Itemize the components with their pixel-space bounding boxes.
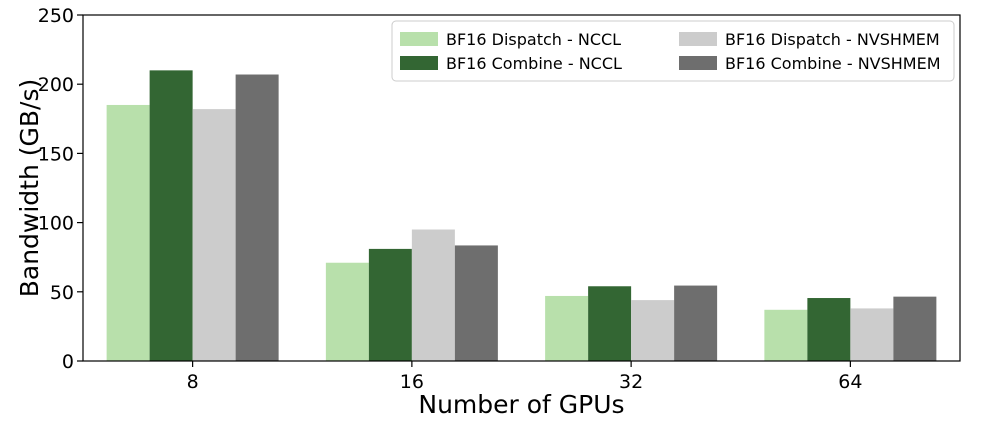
y-tick-label: 150: [38, 143, 74, 165]
y-axis-ticks: 0 50 100 150 200 250: [38, 5, 83, 373]
bar-bf16-combine-nvshmem-64: [893, 296, 937, 361]
legend-swatch-bf16-combine-nccl: [400, 56, 438, 70]
bar-bf16-combine-nccl-8: [149, 70, 193, 362]
bar-bf16-dispatch-nccl-16: [325, 262, 369, 361]
x-tick-label: 16: [400, 371, 424, 393]
bars-group: [106, 70, 937, 362]
bar-bf16-combine-nccl-16: [368, 248, 412, 361]
bar-bf16-dispatch-nvshmem-32: [631, 300, 675, 361]
legend-label-bf16-dispatch-nccl: BF16 Dispatch - NCCL: [446, 30, 621, 49]
x-axis-title: Number of GPUs: [418, 390, 624, 419]
y-tick-label: 50: [50, 282, 74, 304]
bar-bf16-dispatch-nccl-32: [545, 295, 589, 361]
bar-bf16-combine-nvshmem-32: [674, 285, 718, 361]
x-tick-label: 8: [187, 371, 199, 393]
bar-bf16-combine-nvshmem-8: [235, 74, 279, 362]
plot-frame: [82, 14, 961, 362]
y-axis-title: Bandwidth (GB/s): [15, 79, 44, 298]
legend-label-bf16-combine-nccl: BF16 Combine - NCCL: [446, 54, 622, 73]
bar-bf16-dispatch-nvshmem-8: [192, 109, 236, 361]
x-tick-label: 64: [838, 371, 862, 393]
bar-bf16-dispatch-nccl-64: [764, 309, 808, 361]
x-axis-ticks: 8 16 32 64: [187, 361, 862, 393]
legend-swatch-bf16-dispatch-nvshmem: [679, 32, 717, 46]
legend-label-bf16-dispatch-nvshmem: BF16 Dispatch - NVSHMEM: [725, 30, 940, 49]
y-tick-label: 200: [38, 74, 74, 96]
bar-bf16-dispatch-nvshmem-64: [850, 308, 894, 361]
bar-bf16-combine-nvshmem-16: [454, 245, 498, 361]
bar-bf16-combine-nccl-32: [588, 286, 632, 361]
legend-box: [391, 20, 955, 82]
bar-bf16-dispatch-nvshmem-16: [411, 229, 455, 361]
legend: BF16 Dispatch - NCCL BF16 Combine - NCCL B…: [391, 20, 955, 82]
x-tick-label: 32: [619, 371, 643, 393]
legend-label-bf16-combine-nvshmem: BF16 Combine - NVSHMEM: [725, 54, 941, 73]
y-tick-label: 100: [38, 213, 74, 235]
y-tick-label: 250: [38, 5, 74, 27]
bar-bf16-combine-nccl-64: [807, 298, 851, 361]
bar-bf16-dispatch-nccl-8: [106, 104, 150, 362]
legend-swatch-bf16-dispatch-nccl: [400, 32, 438, 46]
legend-swatch-bf16-combine-nvshmem: [679, 56, 717, 70]
y-tick-label: 0: [62, 351, 74, 373]
